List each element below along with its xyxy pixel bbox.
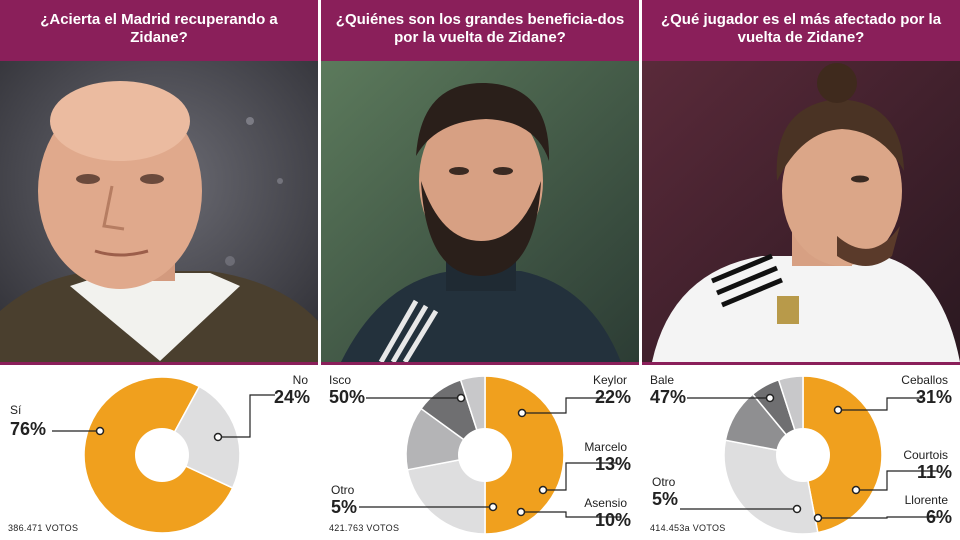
donut-hole [458, 428, 512, 482]
zidane-photo [0, 61, 318, 362]
leader-line [543, 462, 616, 491]
data-label-si-value: 76% [10, 419, 47, 439]
leader-line [818, 516, 938, 519]
data-label-no-value: 24% [273, 387, 310, 407]
data-label-otro-name: Otro [331, 483, 355, 497]
leader-line [218, 394, 275, 438]
pie-slice-isco [484, 375, 565, 535]
divider [321, 58, 639, 61]
leader-dot [792, 504, 802, 514]
data-label-isco-value: 50% [329, 387, 366, 407]
vote-count: 414.453a VOTOS [650, 523, 726, 533]
divider [642, 58, 960, 61]
data-label-llorente-name: Llorente [904, 493, 948, 507]
poll-panel-afectado: ¿Qué jugador es el más afectado por la v… [642, 0, 960, 540]
data-label-bale-value: 47% [650, 387, 687, 407]
leader-line [521, 511, 621, 518]
leader-line [856, 470, 938, 491]
data-label-asensio-name: Asensio [584, 496, 627, 510]
leader-line [522, 397, 606, 414]
question-header: ¿Qué jugador es el más afectado por la v… [642, 0, 960, 58]
leader-dot [538, 485, 548, 495]
data-label-otro-name: Otro [652, 475, 676, 489]
data-label-llorente-value: 6% [925, 507, 952, 527]
isco-photo [321, 61, 639, 362]
question-header: ¿Acierta el Madrid recuperando a Zidane? [0, 0, 318, 58]
data-label-otro-value: 5% [331, 497, 358, 517]
data-label-ceballos-name: Ceballos [901, 373, 948, 387]
data-label-keylor-value: 22% [594, 387, 631, 407]
vote-count: 421.763 VOTOS [329, 523, 400, 533]
poll-panel-zidane: ¿Acierta el Madrid recuperando a Zidane? [0, 0, 318, 540]
data-label-marcelo-name: Marcelo [584, 440, 627, 454]
leader-dot [765, 393, 775, 403]
data-label-no-name: No [292, 373, 308, 387]
question-title: ¿Quiénes son los grandes beneficia-dos p… [335, 11, 625, 46]
leader-line [838, 397, 922, 411]
leader-dot [456, 393, 466, 403]
data-label-marcelo-value: 13% [594, 454, 631, 474]
leader-dot [213, 432, 223, 442]
question-header: ¿Quiénes son los grandes beneficia-dos p… [321, 0, 639, 58]
data-label-asensio-value: 10% [594, 510, 631, 530]
leader-dot [517, 408, 527, 418]
vote-count: 386.471 VOTOS [8, 523, 79, 533]
data-label-keylor-name: Keylor [592, 373, 627, 387]
divider [0, 58, 318, 61]
donut-hole [776, 428, 830, 482]
data-label-courtois-value: 11% [916, 462, 952, 482]
donut-chart: Isco 50% Keylor 22% Marcelo 13% Asensio … [321, 365, 639, 540]
data-label-otro-value: 5% [652, 489, 679, 509]
pie-slice-keylor [406, 454, 486, 535]
divider [0, 362, 318, 365]
data-label-si-name: Sí [10, 403, 22, 417]
leader-dot [833, 405, 843, 415]
donut-chart: Sí 76% No 24% 386.471 VOTOS [0, 365, 318, 540]
divider [642, 362, 960, 365]
leader-dot [516, 507, 526, 517]
poll-panel-beneficiados: ¿Quiénes son los grandes beneficia-dos p… [321, 0, 639, 540]
leader-dot [95, 426, 105, 436]
bale-photo [642, 61, 960, 362]
data-label-courtois-name: Courtois [903, 448, 948, 462]
donut-hole [135, 428, 189, 482]
pie-slice-bale [802, 375, 883, 534]
leader-dot [813, 513, 823, 523]
question-title: ¿Qué jugador es el más afectado por la v… [660, 11, 942, 46]
leader-dot [488, 502, 498, 512]
data-label-isco-name: Isco [329, 373, 352, 387]
leader-dot [851, 485, 861, 495]
data-label-bale-name: Bale [650, 373, 675, 387]
donut-chart: Bale 47% Ceballos 31% Courtois 11% Llore… [642, 365, 960, 540]
divider [321, 362, 639, 365]
question-title: ¿Acierta el Madrid recuperando a Zidane? [40, 11, 278, 46]
data-label-ceballos-value: 31% [915, 387, 952, 407]
